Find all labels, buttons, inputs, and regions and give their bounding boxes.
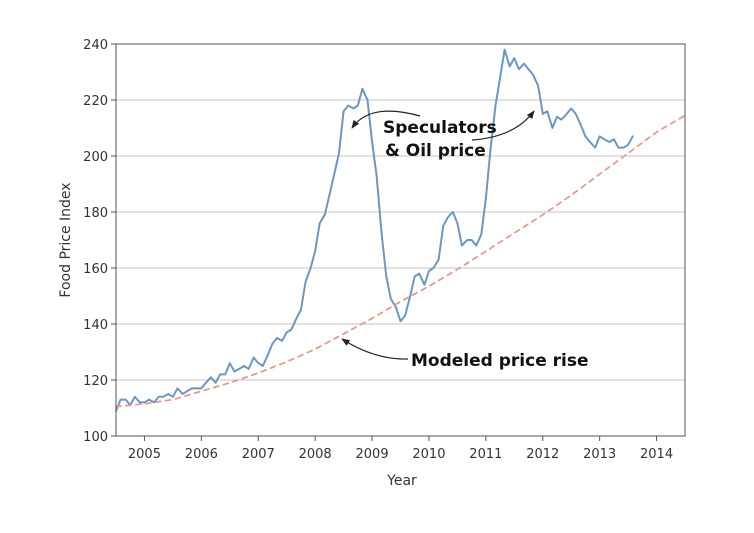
annotation-modeled: Modeled price rise [341,338,589,371]
x-tick-label: 2014 [640,447,673,462]
y-tick-label: 200 [83,150,108,165]
annotation-arrow-modeled [341,338,409,360]
x-axis: 2005 2006 2007 2008 2009 2010 2011 2012 2013 2014 [128,436,673,462]
x-tick-label: 2006 [185,447,218,462]
annotation-modeled-label: Modeled price rise [411,351,589,371]
y-tick-label: 160 [83,262,108,277]
observed-series-line [115,48,634,412]
annotation-arrow-speculators-left [351,110,421,129]
y-tick-label: 140 [83,318,108,333]
x-tick-label: 2007 [242,447,275,462]
x-tick-label: 2012 [526,447,559,462]
y-tick-label: 180 [83,206,108,221]
modeled-series-line [115,114,686,408]
y-axis-title: Food Price Index [58,182,74,297]
y-tick-label: 120 [83,374,108,389]
x-axis-title: Year [386,473,417,489]
y-tick-label: 100 [83,430,108,445]
annotation-arrow-speculators-right [471,110,535,141]
annotation-speculators-line2: & Oil price [385,141,486,161]
y-tick-label: 240 [83,38,108,53]
x-tick-label: 2013 [583,447,616,462]
y-tick-label: 220 [83,94,108,109]
x-tick-label: 2005 [128,447,161,462]
gridlines [116,99,685,381]
annotation-speculators: Speculators & Oil price [351,110,535,161]
x-tick-label: 2010 [412,447,445,462]
y-axis: 100 120 140 160 180 200 220 240 [83,38,116,445]
x-tick-label: 2009 [356,447,389,462]
x-tick-label: 2011 [469,447,502,462]
series-layer [115,48,686,412]
x-tick-label: 2008 [299,447,332,462]
annotation-speculators-line1: Speculators [383,118,497,138]
plot-frame [115,43,686,437]
